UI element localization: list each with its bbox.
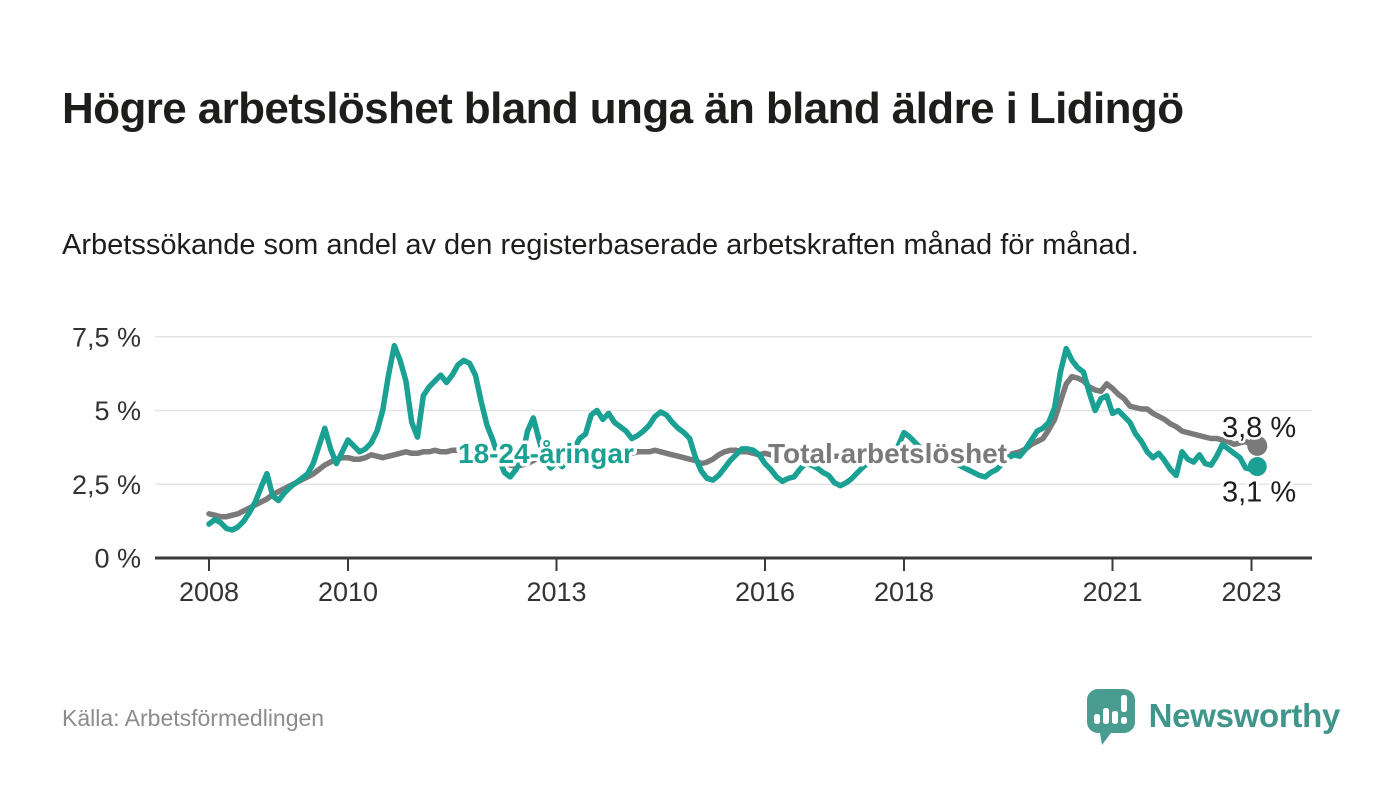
- x-tick-label: 2013: [526, 577, 586, 607]
- footer: Källa: Arbetsförmedlingen Newsworthy: [0, 684, 1400, 754]
- y-tick-label: 5 %: [94, 396, 141, 426]
- y-tick-label: 7,5 %: [72, 322, 141, 352]
- x-tick-label: 2021: [1082, 577, 1142, 607]
- series-line-young: [206, 342, 1261, 533]
- brand-name: Newsworthy: [1148, 697, 1341, 734]
- brand-logo: Newsworthy: [1084, 684, 1340, 748]
- page-subtitle: Arbetssökande som andel av den registerb…: [62, 229, 1139, 261]
- series-label-young: 18-24-åringar: [458, 438, 634, 469]
- x-tick-label: 2023: [1221, 577, 1281, 607]
- x-tick-label: 2016: [735, 577, 795, 607]
- newsworthy-bubble-icon: [1086, 689, 1135, 745]
- end-value-label-total: 3,8 %: [1222, 412, 1296, 444]
- source-note: Källa: Arbetsförmedlingen: [62, 705, 325, 731]
- x-tick-label: 2008: [179, 577, 239, 607]
- series-line-total: [206, 373, 1261, 520]
- series-end-dot-total: [1247, 435, 1268, 456]
- y-tick-label: 2,5 %: [72, 470, 141, 500]
- end-value-label-young: 3,1 %: [1222, 477, 1296, 509]
- series-end-dot-young: [1247, 457, 1267, 477]
- x-tick-label: 2018: [874, 577, 934, 607]
- y-tick-label: 0 %: [94, 544, 141, 574]
- series-label-total: Total arbetslöshet: [768, 438, 1007, 469]
- page-title: Högre arbetslöshet bland unga än bland ä…: [62, 84, 1184, 134]
- x-tick-label: 2010: [318, 577, 378, 607]
